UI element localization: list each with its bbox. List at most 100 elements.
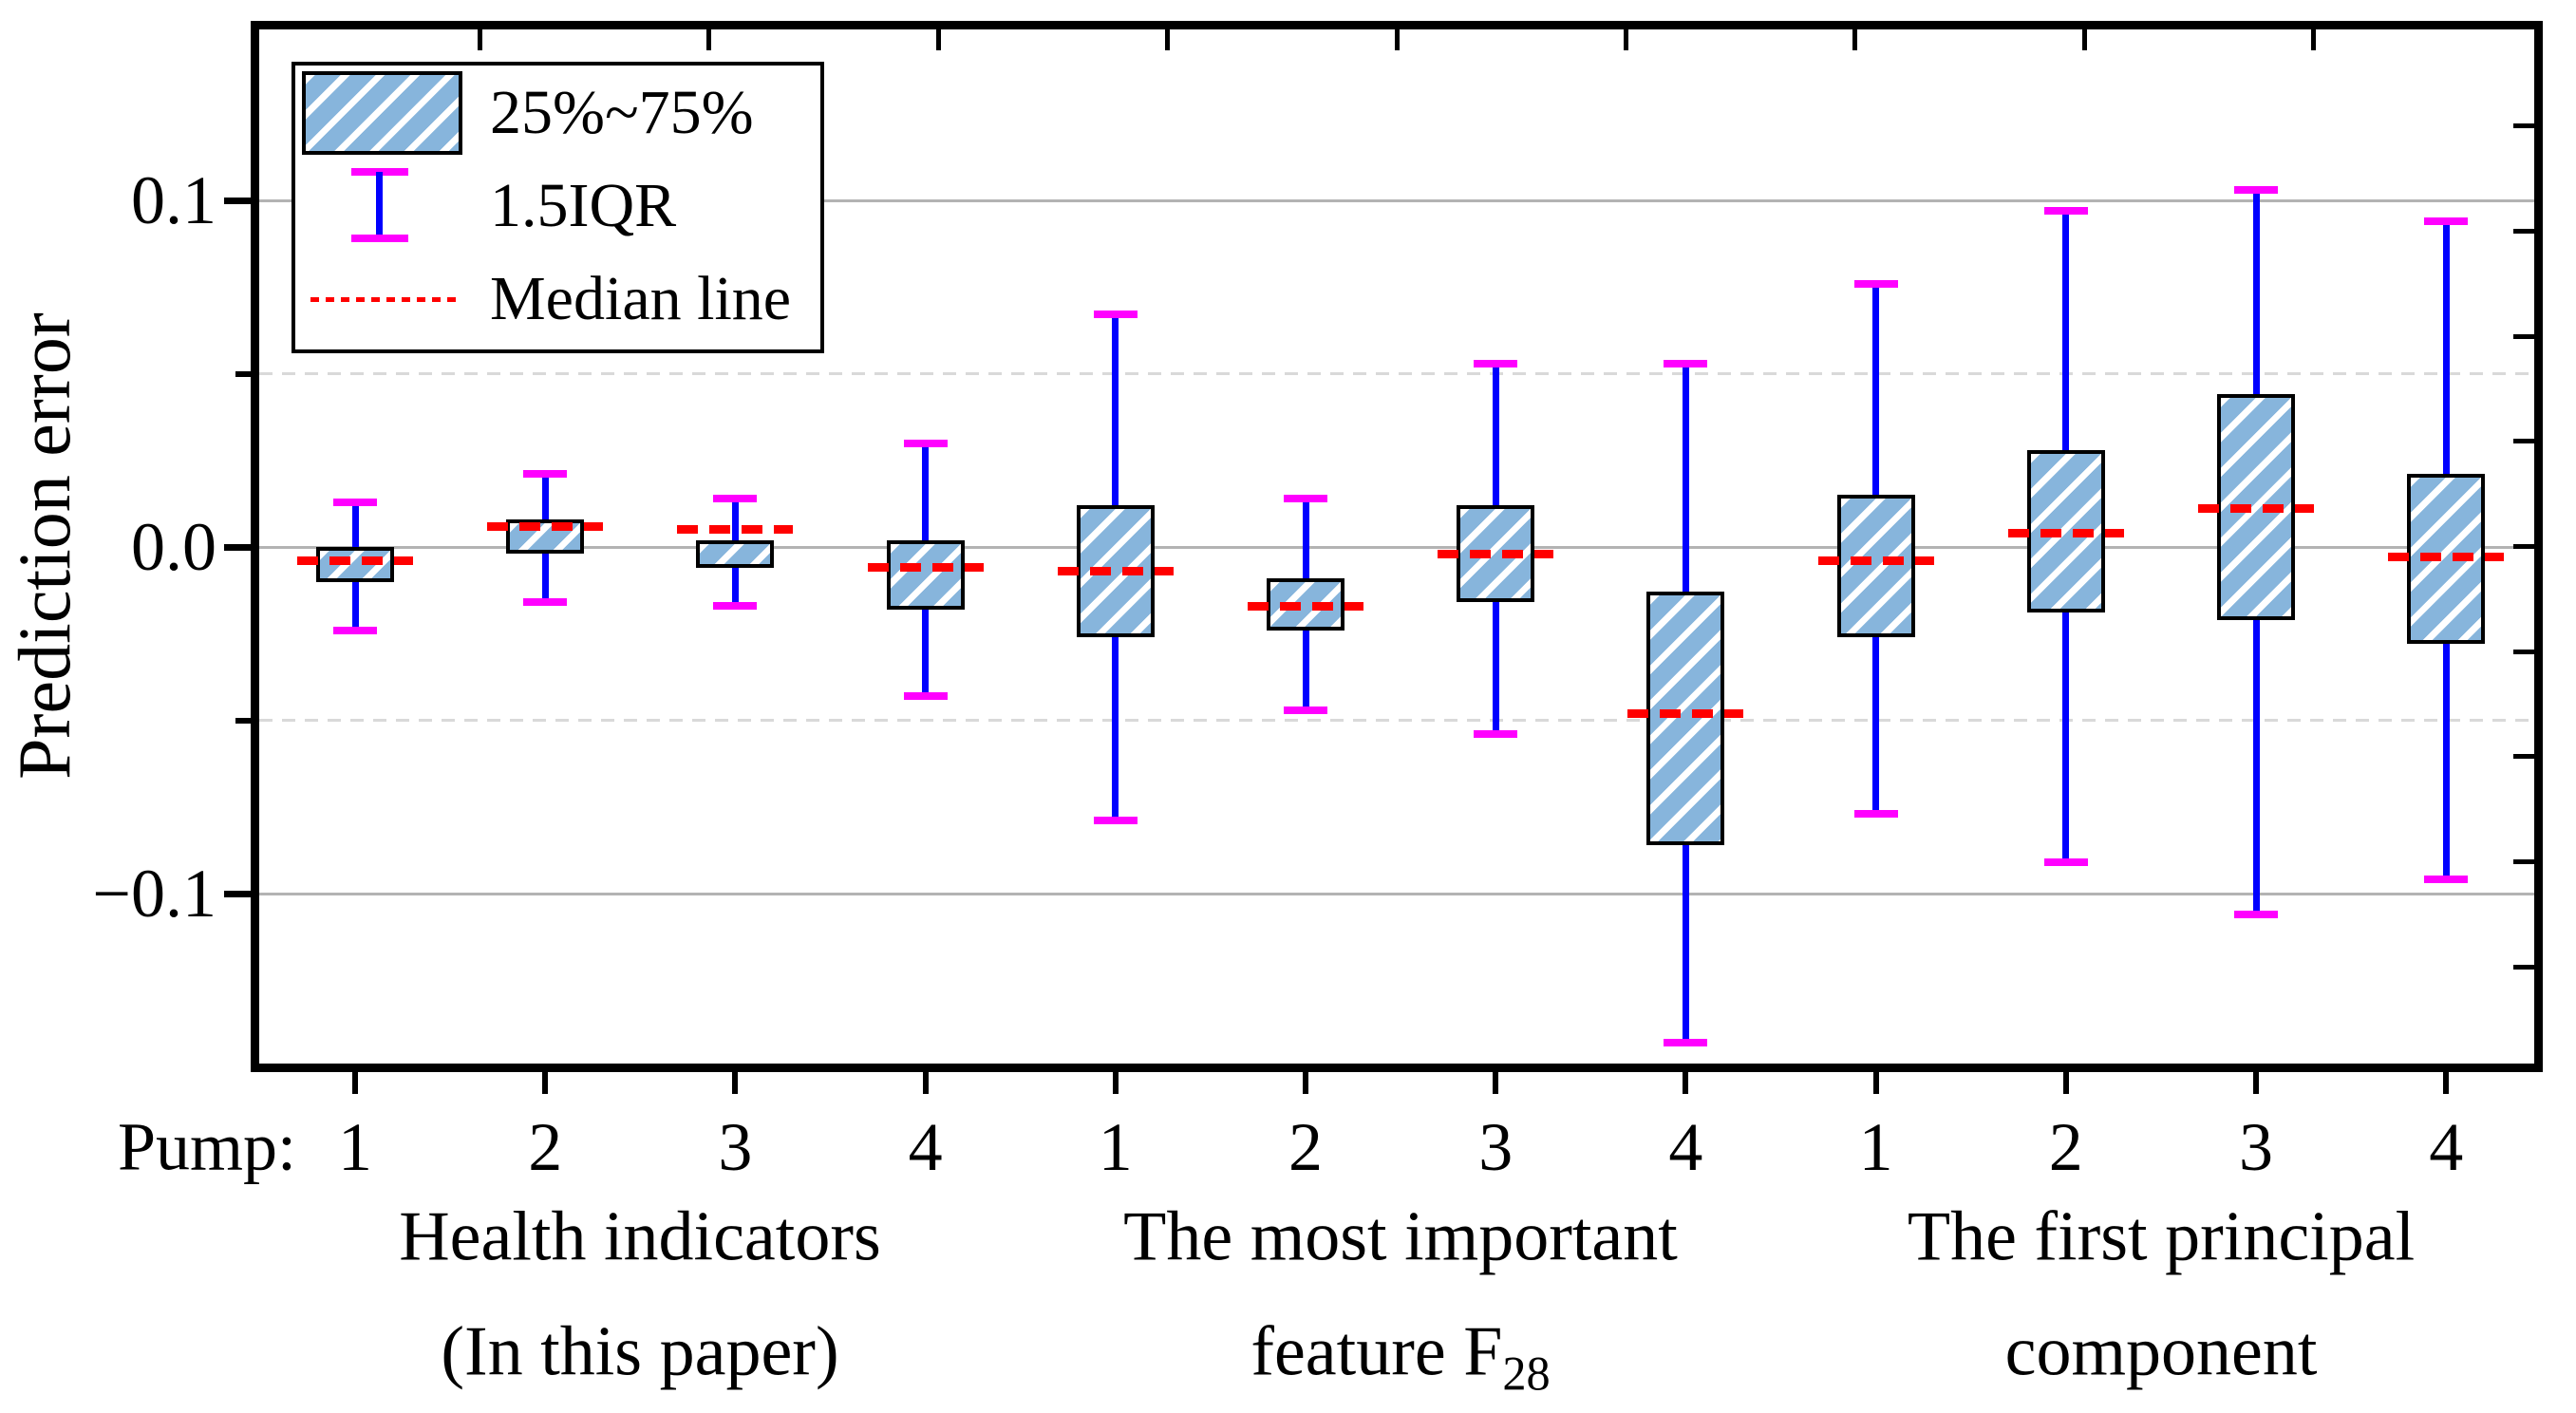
box-whisker-cap-bottom bbox=[523, 598, 568, 607]
y-tick-label-neg-0.1: −0.1 bbox=[92, 856, 216, 932]
top-axis-tick bbox=[935, 29, 941, 50]
box-whisker-cap-top bbox=[333, 498, 377, 506]
right-axis-tick bbox=[2513, 228, 2534, 234]
x-axis-pump-label: 3 bbox=[718, 1109, 753, 1185]
x-axis-pump-tick bbox=[1683, 1067, 1689, 1094]
box-whisker-cap-bottom bbox=[903, 691, 948, 700]
box-body bbox=[1836, 495, 1915, 637]
box-median-line bbox=[1057, 567, 1174, 576]
box-whisker-cap-top bbox=[1093, 311, 1138, 319]
x-axis-pump-prefix: Pump: bbox=[117, 1108, 296, 1185]
group-label-health-indicators-line2: (In this paper) bbox=[441, 1312, 839, 1391]
right-axis-tick bbox=[2513, 754, 2534, 760]
top-axis-tick bbox=[2081, 29, 2087, 50]
x-axis-pump-tick bbox=[1872, 1067, 1879, 1094]
legend-label-median: Median line bbox=[490, 264, 792, 333]
box-whisker-cap-top bbox=[2043, 206, 2088, 215]
x-axis-pump-label: 1 bbox=[1858, 1109, 1893, 1185]
legend-label-15iqr: 1.5IQR bbox=[490, 171, 677, 240]
gridline-major bbox=[259, 892, 2534, 895]
group-label-most-important-line2: feature F28 bbox=[1250, 1312, 1550, 1398]
box-body bbox=[696, 539, 775, 568]
right-axis-tick bbox=[2513, 544, 2534, 549]
box-body bbox=[1646, 592, 1725, 845]
x-axis-pump-tick bbox=[922, 1067, 929, 1094]
x-axis-pump-tick bbox=[2253, 1067, 2259, 1094]
feature-f-text: feature F bbox=[1250, 1312, 1503, 1391]
gridline-minor bbox=[259, 372, 2534, 375]
x-axis-pump-label: 3 bbox=[2239, 1109, 2273, 1185]
top-axis-tick bbox=[706, 29, 712, 50]
legend-median-line-icon bbox=[310, 297, 459, 302]
x-axis-pump-tick bbox=[1303, 1067, 1308, 1094]
x-axis-pump-label: 4 bbox=[1668, 1109, 1703, 1185]
top-axis-tick bbox=[1394, 29, 1400, 50]
x-axis-pump-label: 2 bbox=[1288, 1109, 1323, 1185]
y-axis-major-tick bbox=[224, 197, 251, 204]
box-whisker-cap-bottom bbox=[2043, 858, 2088, 867]
legend-whisker-line bbox=[376, 172, 383, 238]
box-whisker-cap-bottom bbox=[1093, 817, 1138, 825]
x-axis-pump-tick bbox=[542, 1067, 549, 1094]
group-label-first-principal-line1: The first principal bbox=[1907, 1197, 2416, 1276]
group-label-health-indicators-line1: Health indicators bbox=[399, 1197, 881, 1276]
box-median-line bbox=[2388, 553, 2505, 562]
x-axis-pump-label: 2 bbox=[528, 1109, 563, 1185]
x-axis-pump-tick bbox=[1112, 1067, 1119, 1094]
right-axis-tick bbox=[2513, 439, 2534, 444]
box-median-line bbox=[867, 563, 984, 573]
x-axis-pump-tick bbox=[352, 1067, 358, 1094]
box-whisker-cap-bottom bbox=[333, 626, 377, 634]
box-median-line bbox=[677, 525, 794, 535]
right-axis-tick bbox=[2513, 649, 2534, 654]
legend-label-iqr-box: 25%~75% bbox=[490, 78, 754, 147]
right-axis-tick bbox=[2513, 333, 2534, 339]
box-whisker-cap-bottom bbox=[713, 602, 758, 611]
box-whisker-cap-top bbox=[2424, 217, 2469, 225]
feature-f-subscript: 28 bbox=[1502, 1347, 1551, 1401]
x-axis-pump-tick bbox=[2062, 1067, 2069, 1094]
y-axis-major-tick bbox=[224, 543, 251, 551]
box-whisker-cap-bottom bbox=[1664, 1038, 1708, 1046]
box-whisker-cap-top bbox=[2234, 186, 2278, 195]
gridline-major bbox=[259, 198, 2534, 202]
x-axis-pump-label: 2 bbox=[2048, 1109, 2083, 1185]
top-axis-tick bbox=[1165, 29, 1171, 50]
box-whisker-cap-bottom bbox=[2234, 910, 2278, 918]
box-whisker-cap-bottom bbox=[1853, 810, 1898, 819]
right-axis-tick bbox=[2513, 123, 2534, 129]
box-median-line bbox=[297, 556, 413, 566]
y-tick-label-0.1: 0.1 bbox=[131, 162, 216, 238]
box-median-line bbox=[1248, 601, 1363, 611]
legend-whisker-cap-bottom bbox=[351, 235, 408, 242]
y-axis-major-tick bbox=[224, 890, 251, 897]
top-axis-tick bbox=[477, 29, 482, 50]
right-axis-tick bbox=[2513, 859, 2534, 865]
legend-box-swatch-icon bbox=[302, 71, 462, 155]
y-axis-minor-tick bbox=[235, 717, 251, 724]
group-label-most-important-line1: The most important bbox=[1123, 1197, 1678, 1276]
x-axis-pump-tick bbox=[732, 1067, 739, 1094]
box-median-line bbox=[2007, 528, 2124, 537]
gridline-minor bbox=[259, 719, 2534, 722]
box-whisker-cap-top bbox=[903, 439, 948, 447]
y-axis-minor-tick bbox=[235, 370, 251, 377]
box-median-line bbox=[487, 521, 604, 531]
box-whisker-cap-top bbox=[523, 470, 568, 479]
legend-whisker-icon bbox=[351, 168, 408, 242]
box-median-line bbox=[1438, 549, 1554, 558]
gridline-major bbox=[259, 545, 2534, 549]
group-label-first-principal-line2: component bbox=[2004, 1312, 2318, 1391]
x-axis-pump-label: 1 bbox=[1098, 1109, 1133, 1185]
top-axis-tick bbox=[1852, 29, 1858, 50]
x-axis-pump-label: 3 bbox=[1478, 1109, 1514, 1185]
box-median-line bbox=[1817, 556, 1934, 566]
x-axis-pump-label: 4 bbox=[908, 1109, 943, 1185]
box-median-line bbox=[1627, 708, 1744, 718]
box-median-line bbox=[2198, 504, 2314, 514]
top-axis-tick bbox=[1623, 29, 1628, 50]
box-whisker-cap-bottom bbox=[2424, 876, 2469, 884]
x-axis-pump-tick bbox=[2443, 1067, 2450, 1094]
